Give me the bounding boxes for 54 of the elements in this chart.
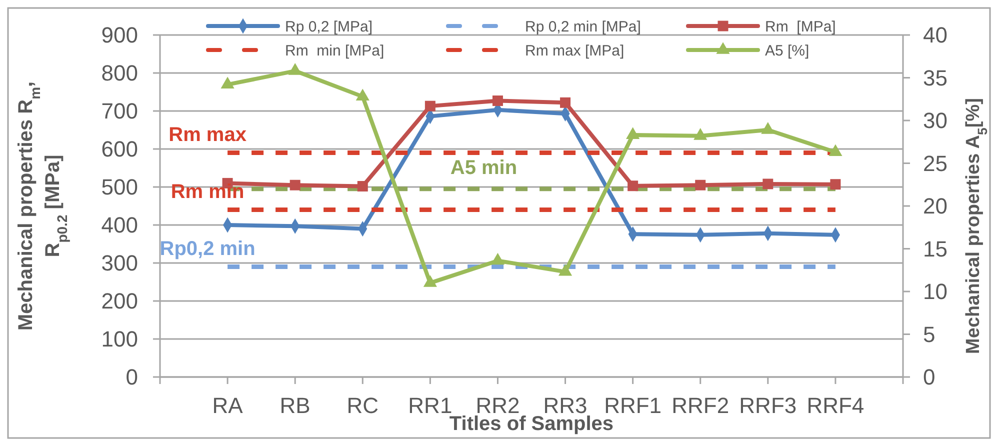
annotation: Rp0,2 min	[160, 238, 256, 260]
x-tick-label: RB	[280, 393, 310, 418]
point	[828, 144, 842, 156]
x-tick-label: RC	[346, 393, 379, 418]
point	[490, 252, 505, 265]
point	[560, 97, 571, 108]
point	[492, 95, 503, 106]
point	[424, 100, 436, 112]
legend-label: A5 [%]	[765, 42, 810, 60]
legend-label: Rm min [MPa]	[285, 42, 384, 60]
point	[695, 180, 706, 190]
y-tick-label: 0	[126, 364, 138, 390]
y2-tick-label: 40	[923, 22, 948, 48]
legend-label: Rp 0,2 [MPa]	[285, 18, 373, 36]
point	[288, 63, 302, 75]
y2-tick-label: 35	[923, 65, 948, 90]
point	[830, 179, 841, 190]
point	[290, 180, 300, 190]
point	[762, 178, 774, 190]
legend-label: Rm [MPa]	[765, 18, 836, 36]
annotation: Rm min	[170, 180, 244, 203]
point	[626, 127, 640, 139]
x-tick-label: RA	[212, 393, 244, 418]
ref-line-label: A5 min	[450, 156, 518, 179]
legend-label: Rp 0,2 min [MPa]	[525, 18, 641, 36]
point	[423, 275, 437, 287]
y-tick-label: 300	[101, 250, 138, 276]
point	[761, 122, 775, 134]
y-tick-label: 700	[101, 98, 138, 124]
y2-tick-label: 30	[923, 108, 948, 134]
y2-tick-label: 25	[923, 150, 948, 176]
y2-tick-label: 20	[923, 194, 948, 219]
y2-tick-label: 0	[923, 364, 936, 390]
y2-tick-label: 5	[923, 322, 936, 347]
y-tick-label: 500	[101, 174, 138, 200]
y-tick-label: 800	[101, 60, 138, 86]
x-tick-label: RRF2	[672, 393, 730, 418]
y-tick-label: 200	[101, 288, 138, 314]
y2-tick-label: 15	[923, 236, 948, 262]
point	[694, 128, 708, 140]
point	[356, 88, 370, 100]
y-tick-label: 100	[101, 326, 138, 352]
y-tick-label: 900	[101, 22, 138, 48]
x-tick-label: RRF3	[739, 393, 797, 418]
point	[558, 264, 572, 276]
point	[220, 76, 234, 89]
y-tick-label: 600	[101, 136, 138, 162]
annotation: Rm max	[168, 124, 246, 146]
y2-tick-label: 10	[923, 279, 948, 304]
legend-label: Rm max [MPa]	[525, 42, 624, 60]
y-tick-label: 400	[101, 212, 138, 238]
point	[628, 180, 638, 192]
x-tick-label: RRF4	[806, 393, 864, 418]
point	[357, 180, 368, 192]
